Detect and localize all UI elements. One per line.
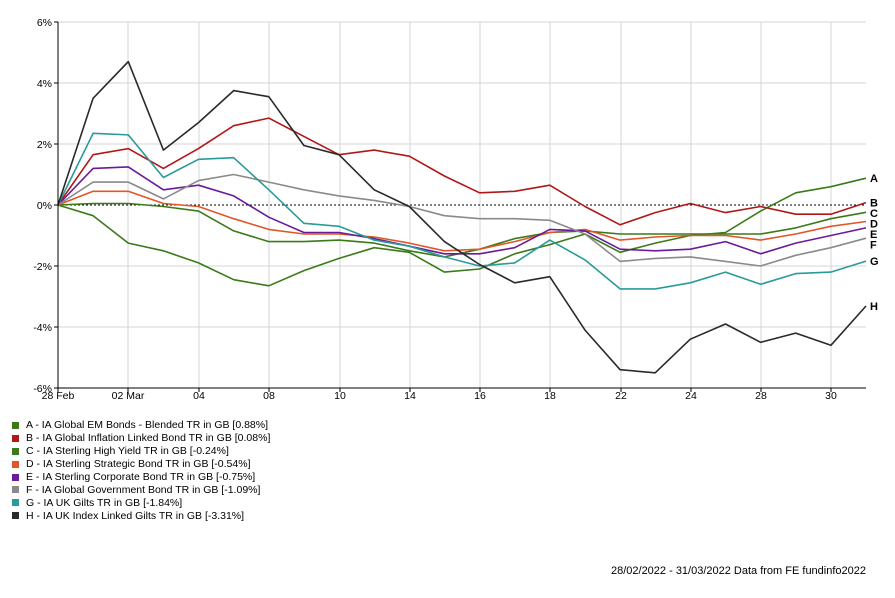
series-end-label: A [870, 173, 878, 185]
series-line-h [57, 60, 867, 374]
x-tick-label: 18 [544, 390, 556, 402]
series-end-label: D [870, 219, 878, 231]
legend-label: G - IA UK Gilts TR in GB [-1.84%] [26, 496, 183, 509]
legend-label: E - IA Sterling Corporate Bond TR in GB … [26, 471, 256, 483]
y-tick-label: -4% [33, 322, 52, 334]
x-tick-label: 02 Mar [112, 390, 145, 402]
x-tick-label: 04 [193, 390, 205, 402]
x-tick-label: 10 [334, 390, 346, 402]
series-end-label: C [870, 208, 878, 220]
legend-swatch [12, 460, 19, 468]
x-tick-label: 28 [755, 390, 767, 402]
series-line-g [57, 132, 867, 290]
legend-swatch [12, 447, 19, 455]
plot-axes [54, 21, 866, 392]
legend-item: C - IA Sterling High Yield TR in GB [-0.… [12, 445, 270, 458]
x-tick-label: 28 Feb [42, 390, 75, 402]
legend-item: B - IA Global Inflation Linked Bond TR i… [12, 432, 270, 445]
y-tick-label: 6% [37, 17, 52, 29]
legend-label: A - IA Global EM Bonds - Blended TR in G… [26, 419, 269, 432]
legend-swatch [12, 486, 19, 494]
series-line-d [57, 190, 867, 252]
series-line-f [57, 173, 867, 267]
x-tick-label: 14 [404, 390, 416, 402]
series-end-label: G [870, 256, 879, 268]
legend-label: D - IA Sterling Strategic Bond TR in GB … [26, 458, 251, 471]
legend-item: E - IA Sterling Corporate Bond TR in GB … [12, 471, 270, 484]
series-line-a [57, 177, 867, 287]
x-tick-label: 16 [474, 390, 486, 402]
legend-swatch [12, 499, 19, 507]
chart-legend: A - IA Global EM Bonds - Blended TR in G… [12, 419, 270, 522]
legend-label: H - IA UK Index Linked Gilts TR in GB [-… [26, 509, 245, 522]
series-end-label: E [870, 229, 877, 241]
x-tick-label: 30 [825, 390, 837, 402]
x-tick-label: 22 [615, 390, 627, 402]
y-tick-label: 4% [37, 78, 52, 90]
series-line-e [57, 166, 867, 255]
legend-item: A - IA Global EM Bonds - Blended TR in G… [12, 419, 270, 432]
series-end-label: F [870, 240, 877, 252]
y-tick-label: -6% [33, 383, 52, 395]
legend-item: F - IA Global Government Bond TR in GB [… [12, 483, 270, 496]
x-tick-label: 24 [685, 390, 697, 402]
y-tick-label: 0% [37, 200, 52, 212]
legend-item: D - IA Sterling Strategic Bond TR in GB … [12, 458, 270, 471]
legend-label: B - IA Global Inflation Linked Bond TR i… [26, 432, 271, 445]
series-end-label: H [870, 301, 878, 313]
y-tick-label: 2% [37, 139, 52, 151]
legend-item: G - IA UK Gilts TR in GB [-1.84%] [12, 496, 270, 509]
series-end-label: B [870, 198, 878, 210]
legend-swatch [12, 473, 19, 481]
legend-label: C - IA Sterling High Yield TR in GB [-0.… [26, 445, 229, 458]
legend-item: H - IA UK Index Linked Gilts TR in GB [-… [12, 509, 270, 522]
x-axis-tick-labels: 28 Feb 02 Mar 04 08 10 14 16 18 22 24 28 30 [42, 390, 837, 402]
series-lines [57, 60, 867, 374]
data-source-footer: 28/02/2022 - 31/03/2022 Data from FE fun… [610, 565, 866, 577]
x-tick-label: 08 [263, 390, 275, 402]
y-tick-label: -2% [33, 261, 52, 273]
legend-swatch [12, 512, 19, 520]
legend-swatch [12, 421, 19, 429]
series-line-b [57, 117, 867, 226]
legend-label: F - IA Global Government Bond TR in GB [… [26, 483, 261, 496]
y-axis-tick-labels: 6% 4% 2% 0% -2% -4% -6% [33, 17, 52, 395]
legend-swatch [12, 434, 19, 442]
